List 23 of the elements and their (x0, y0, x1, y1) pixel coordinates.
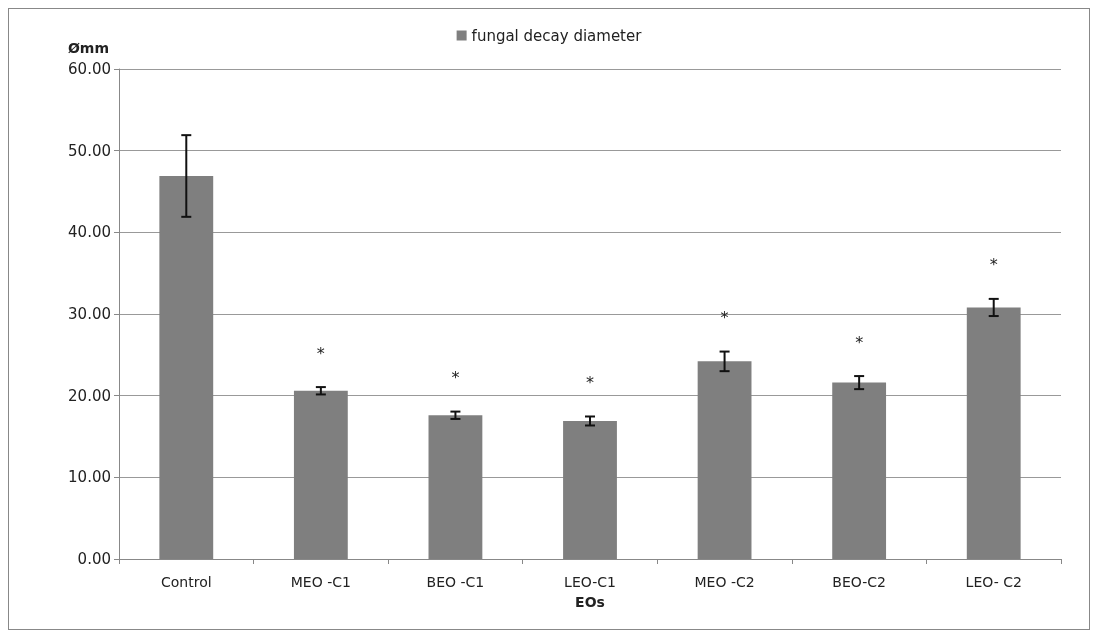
x-axis-title: EOs (575, 594, 605, 610)
y-tick-label: 30.00 (68, 305, 111, 323)
data-label: * (316, 343, 325, 363)
data-label: * (720, 308, 729, 328)
x-tick-label: BEO -C1 (426, 574, 485, 590)
y-axis-title: Ømm (67, 40, 109, 56)
y-tick-label: 40.00 (68, 223, 111, 242)
x-tick-label: LEO-C1 (564, 574, 616, 590)
y-tick-label: 0.00 (77, 550, 111, 568)
x-tick-label: BEO-C2 (832, 574, 886, 590)
x-tick-label: MEO -C1 (290, 574, 351, 590)
data-label: * (855, 332, 864, 352)
x-tick-label: Control (160, 574, 212, 590)
y-tick-label: 50.00 (68, 141, 111, 160)
x-tick-label: MEO -C2 (694, 574, 755, 590)
y-tick-label: 60.00 (68, 60, 111, 78)
data-label: * (586, 372, 594, 392)
x-tick-label: LEO- C2 (965, 574, 1022, 590)
data-label: * (989, 255, 998, 275)
legend-label: fungal decay diameter (471, 26, 643, 45)
y-tick-label: 20.00 (68, 386, 111, 405)
y-tick-label: 10.00 (68, 468, 111, 487)
data-label: * (451, 368, 460, 388)
